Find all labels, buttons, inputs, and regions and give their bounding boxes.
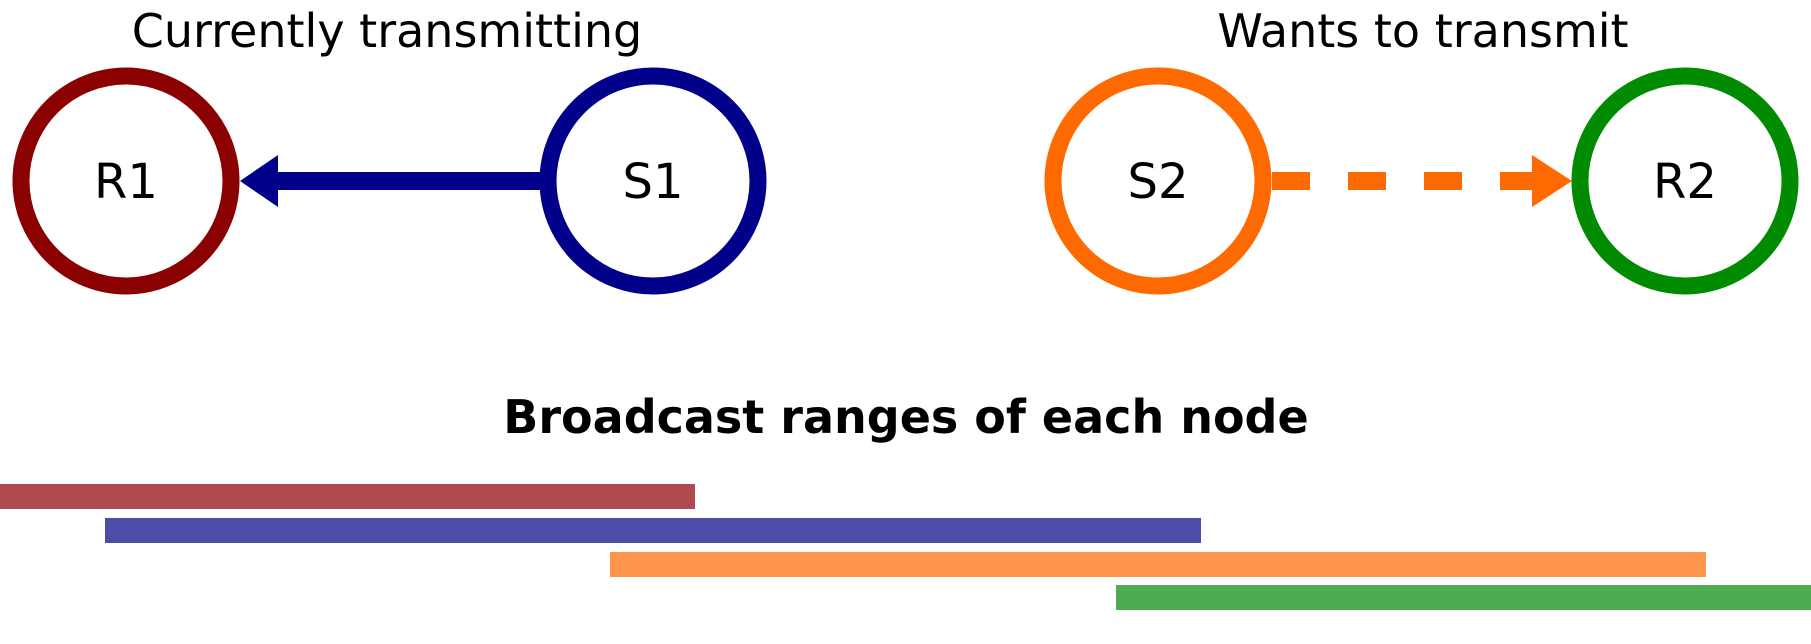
range-bar-s1 [105, 518, 1201, 543]
heading-wants-to-transmit: Wants to transmit [1217, 4, 1628, 58]
link-s2-to-r2-arrowhead [1532, 155, 1572, 207]
node-s1: S1 [539, 67, 767, 295]
node-s2: S2 [1044, 67, 1272, 295]
link-s1-to-r1 [240, 155, 544, 207]
node-r2-circle [1571, 67, 1799, 295]
node-s2-label: S2 [1127, 154, 1188, 210]
broadcast-range-bars [0, 484, 1811, 610]
heading-currently-transmitting: Currently transmitting [132, 4, 642, 58]
range-bar-s2 [610, 552, 1706, 577]
range-bar-r1 [0, 484, 695, 509]
node-s2-circle [1044, 67, 1272, 295]
node-r1-label: R1 [94, 154, 158, 210]
link-s2-to-r2 [1272, 155, 1572, 207]
node-r2-label: R2 [1653, 154, 1717, 210]
link-s1-to-r1-arrowhead [240, 155, 278, 207]
node-r2: R2 [1571, 67, 1799, 295]
node-r1-circle [12, 67, 240, 295]
node-s1-label: S1 [622, 154, 683, 210]
broadcast-ranges-title: Broadcast ranges of each node [503, 390, 1308, 444]
node-r1: R1 [12, 67, 240, 295]
node-s1-circle [539, 67, 767, 295]
range-bar-r2 [1116, 585, 1811, 610]
